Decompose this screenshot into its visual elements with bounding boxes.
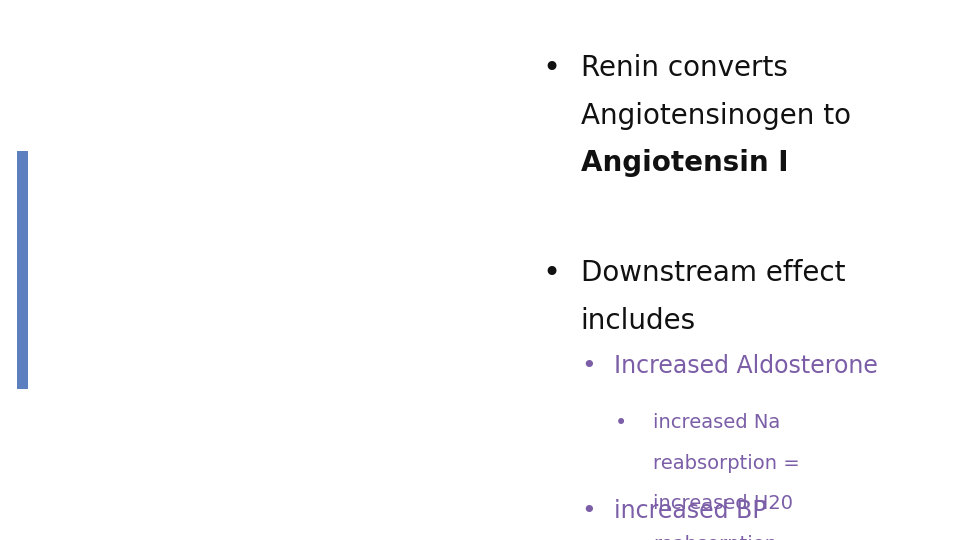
Text: •: • <box>542 54 561 83</box>
Text: reabsorption =: reabsorption = <box>653 454 800 472</box>
Text: •: • <box>542 259 561 288</box>
Text: Angiotensin I: Angiotensin I <box>581 149 788 177</box>
Text: increased Na: increased Na <box>653 413 780 432</box>
Bar <box>17 151 28 389</box>
Text: Renin converts: Renin converts <box>581 54 787 82</box>
Text: increased H20: increased H20 <box>653 494 793 513</box>
Text: Angiotensinogen to: Angiotensinogen to <box>581 102 851 130</box>
Text: •: • <box>614 413 627 433</box>
Text: •: • <box>581 354 595 377</box>
Text: increased BP: increased BP <box>614 500 767 523</box>
Text: Increased Aldosterone: Increased Aldosterone <box>614 354 878 377</box>
Text: includes: includes <box>581 307 696 335</box>
Text: reabsorption: reabsorption <box>653 535 777 540</box>
Text: Downstream effect: Downstream effect <box>581 259 846 287</box>
Text: •: • <box>581 500 595 523</box>
